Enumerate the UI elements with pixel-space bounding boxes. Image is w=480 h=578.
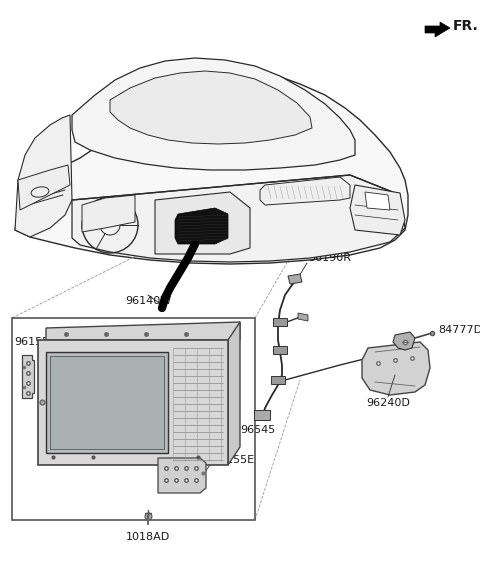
Polygon shape (158, 458, 206, 493)
Polygon shape (254, 410, 270, 420)
Text: 96190R: 96190R (308, 253, 351, 263)
Text: 84777D: 84777D (438, 325, 480, 335)
Polygon shape (273, 318, 287, 326)
Polygon shape (288, 274, 302, 284)
Polygon shape (15, 115, 72, 237)
Polygon shape (175, 208, 228, 244)
Text: 96155E: 96155E (212, 455, 254, 465)
Text: 96545: 96545 (240, 425, 276, 435)
Polygon shape (72, 175, 405, 262)
Polygon shape (50, 356, 164, 449)
Polygon shape (271, 376, 285, 384)
Polygon shape (155, 192, 250, 254)
Polygon shape (365, 192, 390, 210)
Polygon shape (22, 355, 34, 398)
Polygon shape (46, 352, 168, 453)
Polygon shape (82, 195, 135, 232)
Polygon shape (362, 342, 430, 395)
Text: 96140W: 96140W (125, 296, 171, 306)
Polygon shape (18, 165, 70, 210)
Polygon shape (298, 313, 308, 321)
Bar (12, 318, 255, 520)
Text: 96155D: 96155D (14, 337, 58, 347)
Polygon shape (260, 177, 350, 205)
Text: 1018AD: 1018AD (126, 532, 170, 542)
Polygon shape (110, 71, 312, 144)
Polygon shape (72, 58, 355, 170)
Polygon shape (425, 22, 450, 37)
Text: FR.: FR. (453, 19, 479, 33)
Polygon shape (15, 61, 408, 264)
Polygon shape (46, 322, 240, 340)
Polygon shape (350, 185, 405, 235)
Polygon shape (38, 340, 228, 465)
Polygon shape (273, 346, 287, 354)
Polygon shape (393, 332, 415, 350)
Text: 96240D: 96240D (366, 398, 410, 408)
Polygon shape (228, 322, 240, 465)
